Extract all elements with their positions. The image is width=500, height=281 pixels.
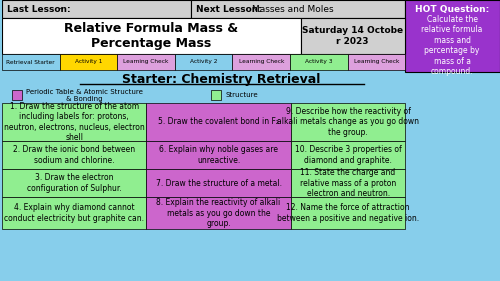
Text: Learning Check: Learning Check [124,60,168,65]
FancyBboxPatch shape [291,169,406,197]
FancyBboxPatch shape [191,0,406,18]
Text: Activity 3: Activity 3 [305,60,332,65]
FancyBboxPatch shape [146,169,291,197]
FancyBboxPatch shape [146,197,291,229]
Text: Retrieval Starter: Retrieval Starter [6,60,55,65]
FancyBboxPatch shape [2,54,59,70]
Text: Saturday 14 Octobe
r 2023: Saturday 14 Octobe r 2023 [302,26,403,46]
Text: 2. Draw the ionic bond between
sodium and chlorine.: 2. Draw the ionic bond between sodium an… [13,145,135,165]
Text: Relative Formula Mass &
Percentage Mass: Relative Formula Mass & Percentage Mass [64,22,238,50]
Text: 1. Draw the structure of the atom
including labels for: protons,
neutron, electr: 1. Draw the structure of the atom includ… [4,102,144,142]
Text: Next Lesson:: Next Lesson: [196,4,265,13]
Text: HOT Question:: HOT Question: [415,5,490,14]
FancyBboxPatch shape [290,54,348,70]
FancyBboxPatch shape [2,169,146,197]
FancyBboxPatch shape [301,18,406,54]
Text: Learning Check: Learning Check [354,60,399,65]
FancyBboxPatch shape [291,197,406,229]
Text: 6. Explain why noble gases are
unreactive.: 6. Explain why noble gases are unreactiv… [159,145,278,165]
FancyBboxPatch shape [2,18,301,54]
FancyBboxPatch shape [146,103,291,141]
FancyBboxPatch shape [291,103,406,141]
Text: Calculate the
relative formula
mass and
percentage by
mass of a
compound.: Calculate the relative formula mass and … [422,15,483,76]
Text: Periodic Table & Atomic Structure
& Bonding: Periodic Table & Atomic Structure & Bond… [26,89,142,101]
FancyBboxPatch shape [146,141,291,169]
Text: 7. Draw the structure of a metal.: 7. Draw the structure of a metal. [156,178,282,187]
Text: 10. Describe 3 properties of
diamond and graphite.: 10. Describe 3 properties of diamond and… [294,145,402,165]
FancyBboxPatch shape [2,141,146,169]
Text: Starter: Chemistry Retrieval: Starter: Chemistry Retrieval [122,74,320,87]
FancyBboxPatch shape [232,54,290,70]
Text: 9. Describe how the reactivity of
alkali metals change as you go down
the group.: 9. Describe how the reactivity of alkali… [277,107,419,137]
FancyBboxPatch shape [291,141,406,169]
FancyBboxPatch shape [406,0,500,72]
Text: 4. Explain why diamond cannot
conduct electricity but graphite can.: 4. Explain why diamond cannot conduct el… [4,203,144,223]
FancyBboxPatch shape [60,54,117,70]
Text: 5. Draw the covalent bond in F₂: 5. Draw the covalent bond in F₂ [158,117,279,126]
Text: 8. Explain the reactivity of alkali
metals as you go down the
group.: 8. Explain the reactivity of alkali meta… [156,198,280,228]
Text: 12. Name the force of attraction
between a positive and negative ion.: 12. Name the force of attraction between… [277,203,419,223]
Text: Structure: Structure [225,92,258,98]
FancyBboxPatch shape [2,103,146,141]
Text: 3. Draw the electron
configuration of Sulphur.: 3. Draw the electron configuration of Su… [26,173,122,193]
Text: 11. State the charge and
relative mass of a proton
electron and neutron.: 11. State the charge and relative mass o… [300,168,396,198]
Text: Activity 2: Activity 2 [190,60,218,65]
Text: -: - [58,4,62,13]
FancyBboxPatch shape [2,0,191,18]
Text: Activity 1: Activity 1 [74,60,102,65]
Text: Last Lesson:: Last Lesson: [7,4,73,13]
Text: Masses and Moles: Masses and Moles [252,4,334,13]
FancyBboxPatch shape [175,54,233,70]
FancyBboxPatch shape [348,54,406,70]
FancyBboxPatch shape [211,90,221,100]
FancyBboxPatch shape [117,54,175,70]
FancyBboxPatch shape [2,197,146,229]
FancyBboxPatch shape [12,90,22,100]
Text: Learning Check: Learning Check [238,60,284,65]
